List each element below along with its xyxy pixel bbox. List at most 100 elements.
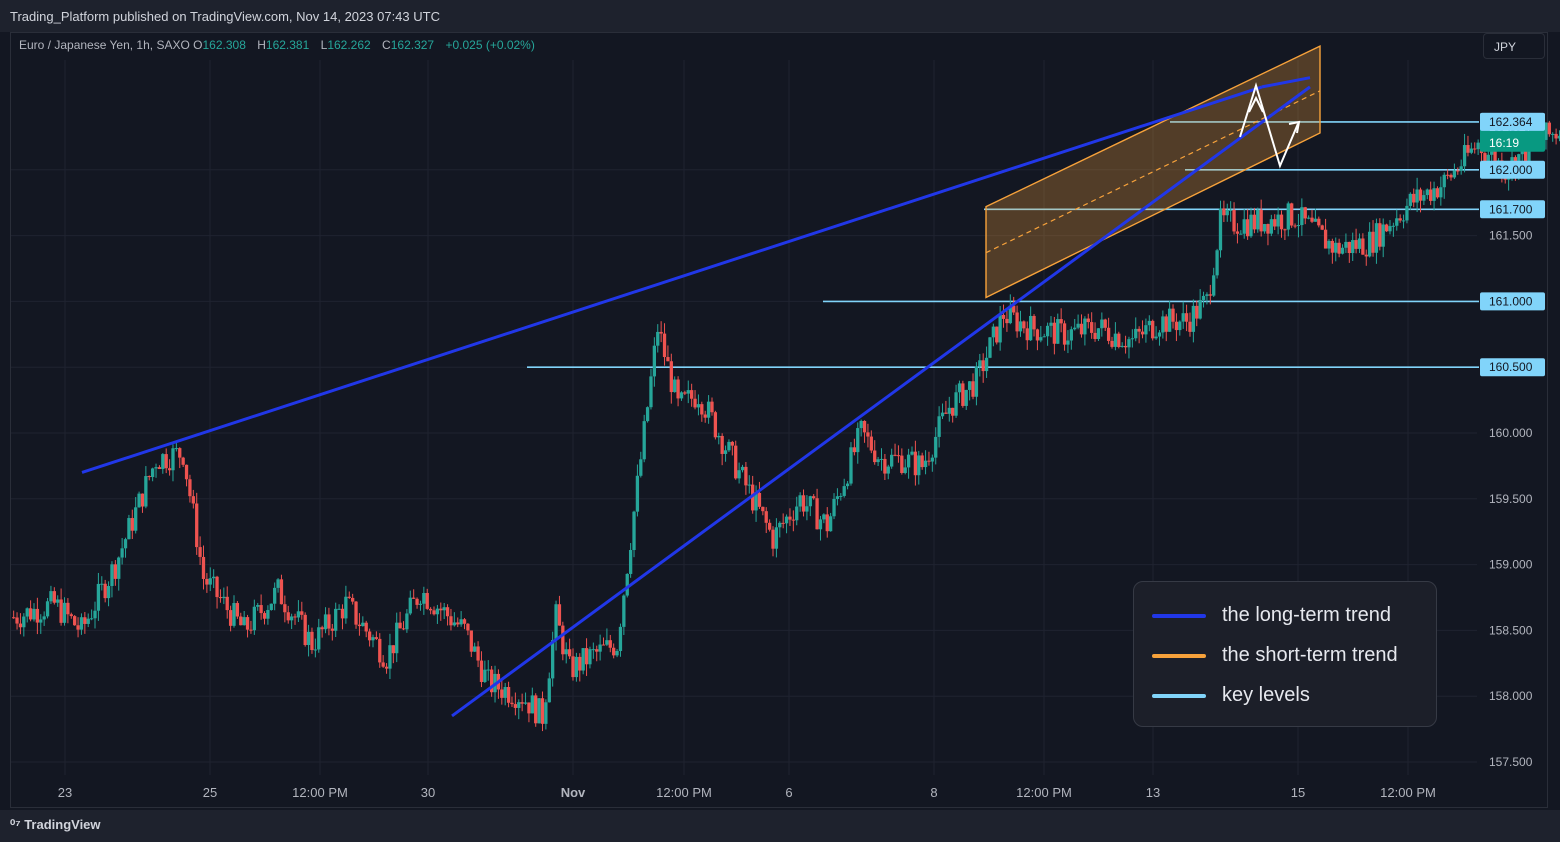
candle-body: [259, 605, 263, 614]
candle-body: [1330, 240, 1335, 253]
candle-body: [73, 616, 77, 626]
candle-body: [1096, 328, 1101, 339]
candle-body: [622, 595, 626, 627]
currency-button[interactable]: JPY: [1483, 33, 1545, 59]
candle-body: [1368, 231, 1372, 257]
candle-body: [927, 460, 931, 462]
candle-body: [879, 458, 884, 460]
candle-body: [395, 622, 399, 654]
candle-body: [22, 616, 26, 628]
candle-body: [951, 407, 955, 416]
candle-body: [39, 619, 43, 623]
candle-body: [1429, 189, 1433, 201]
candle-body: [1551, 133, 1555, 135]
candle-body: [1401, 220, 1406, 222]
candle-body: [595, 649, 599, 652]
candle-body: [28, 608, 33, 620]
candle-body: [1025, 328, 1029, 341]
candle-body: [740, 466, 745, 471]
projection-path: [1239, 82, 1299, 169]
candle-body: [100, 583, 104, 585]
candle-body: [198, 547, 202, 557]
candle-body: [1408, 193, 1412, 206]
candle-body: [120, 548, 124, 558]
brand-label: TradingView: [24, 817, 101, 832]
candle-body: [1320, 225, 1324, 230]
candle-body: [1279, 214, 1284, 230]
candle-body: [1323, 229, 1328, 249]
candle-body: [998, 314, 1002, 343]
candle-body: [1195, 305, 1199, 319]
candle-body: [171, 448, 175, 471]
candle-body: [849, 447, 853, 484]
time-tick-label: 15: [1291, 785, 1305, 800]
candle-body: [1212, 275, 1216, 296]
short-term-channel: [985, 44, 1321, 299]
candle-body: [886, 466, 890, 474]
time-tick-label: 25: [203, 785, 217, 800]
candle-body: [1347, 241, 1351, 254]
candle-body: [371, 637, 375, 641]
candle-body: [774, 527, 779, 549]
candle-body: [239, 616, 243, 626]
candle-body: [598, 644, 602, 652]
candle-body: [696, 404, 701, 408]
candle-body: [1442, 174, 1446, 188]
candle-body: [645, 407, 650, 422]
tradingview-logo[interactable]: ⁰⁷ TradingView: [10, 817, 101, 833]
candle-body: [537, 698, 541, 724]
candle-body: [893, 454, 897, 456]
candle-body: [771, 529, 775, 549]
candle-body: [164, 454, 168, 469]
candle-body: [1334, 242, 1338, 253]
key-level-badge: [1480, 200, 1545, 219]
candle-body: [639, 459, 643, 476]
candle-body: [25, 608, 29, 617]
candle-body: [232, 603, 236, 626]
candle-body: [147, 476, 151, 478]
candle-body: [991, 326, 996, 338]
candle-body: [805, 506, 809, 512]
candle-body: [503, 687, 507, 698]
candle-body: [1167, 308, 1172, 332]
candle-body: [659, 331, 663, 334]
candle-body: [1239, 233, 1243, 235]
candle-body: [93, 610, 97, 619]
candle-body: [1029, 315, 1033, 341]
candle-body: [1151, 320, 1155, 339]
candle-body: [517, 702, 521, 708]
candle-body: [812, 496, 816, 499]
candle-body: [337, 608, 341, 610]
candle-body: [1283, 229, 1287, 231]
candle-body: [296, 611, 301, 618]
candle-body: [540, 698, 545, 724]
top-bar: [0, 0, 1560, 32]
candle-body: [1266, 224, 1270, 234]
candle-body: [154, 467, 158, 469]
candle-body: [954, 392, 958, 416]
candle-body: [673, 379, 677, 393]
candle-body: [289, 616, 294, 621]
candle-body: [1100, 319, 1104, 329]
candle-body: [398, 622, 402, 629]
candle-body: [561, 625, 565, 655]
candle-body: [347, 596, 351, 598]
candle-body: [727, 441, 731, 451]
candle-body: [842, 486, 846, 496]
candle-body: [330, 628, 334, 631]
candle-body: [717, 435, 721, 438]
candle-body: [767, 522, 772, 530]
candle-body: [1171, 308, 1175, 322]
candle-body: [618, 626, 623, 652]
channel-band: [985, 44, 1321, 299]
candle-body: [751, 484, 755, 511]
candle-body: [1364, 254, 1368, 257]
candle-body: [1130, 338, 1134, 340]
candle-body: [1300, 207, 1304, 226]
candle-body: [174, 448, 179, 450]
candle-body: [818, 519, 823, 530]
candle-body: [150, 468, 155, 478]
key-level-badge-label: 162.364: [1489, 115, 1533, 129]
candle-body: [934, 436, 938, 458]
